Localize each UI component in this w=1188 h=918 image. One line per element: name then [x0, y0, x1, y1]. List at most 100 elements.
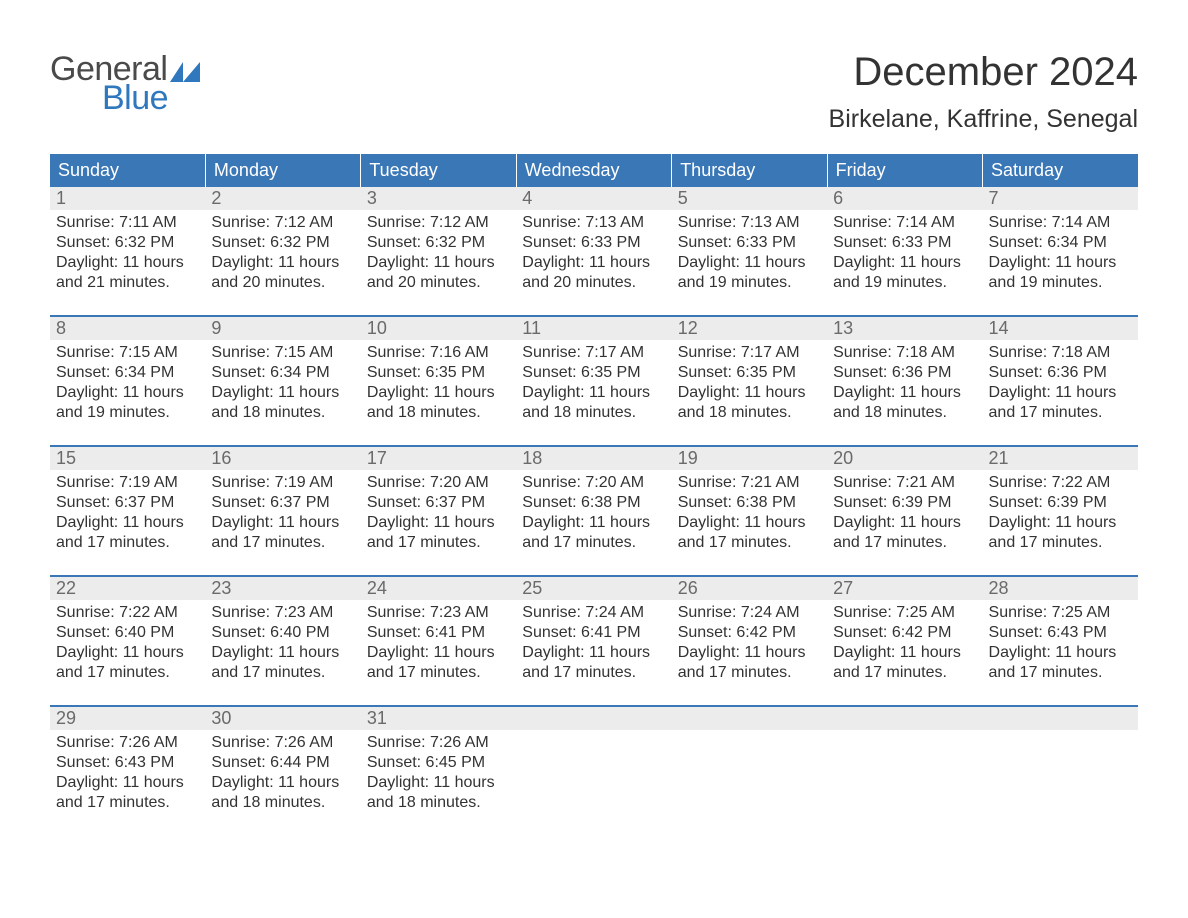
day-number-cell: 18 [516, 447, 671, 470]
sunrise-text: Sunrise: 7:18 AM [833, 343, 976, 363]
daylight-text: and 17 minutes. [211, 533, 354, 553]
sunset-text: Sunset: 6:37 PM [367, 493, 510, 513]
daylight-text: Daylight: 11 hours [211, 773, 354, 793]
sunrise-text: Sunrise: 7:25 AM [833, 603, 976, 623]
sunset-text: Sunset: 6:38 PM [522, 493, 665, 513]
brand-word-2: Blue [102, 79, 200, 118]
daylight-text: and 20 minutes. [522, 273, 665, 293]
day-cell: Sunrise: 7:24 AMSunset: 6:42 PMDaylight:… [672, 600, 827, 706]
sunrise-text: Sunrise: 7:20 AM [522, 473, 665, 493]
day-number-cell: 5 [672, 187, 827, 210]
daylight-text: and 17 minutes. [522, 663, 665, 683]
daylight-text: and 18 minutes. [211, 403, 354, 423]
sunset-text: Sunset: 6:45 PM [367, 753, 510, 773]
daylight-text: Daylight: 11 hours [989, 253, 1132, 273]
day-number-cell: 6 [827, 187, 982, 210]
weekday-header: Saturday [983, 154, 1138, 187]
day-number-cell [672, 707, 827, 730]
weekday-header: Wednesday [516, 154, 671, 187]
daylight-text: and 17 minutes. [678, 663, 821, 683]
daylight-text: Daylight: 11 hours [211, 253, 354, 273]
sunset-text: Sunset: 6:33 PM [678, 233, 821, 253]
calendar-table: Sunday Monday Tuesday Wednesday Thursday… [50, 154, 1138, 835]
sunrise-text: Sunrise: 7:16 AM [367, 343, 510, 363]
day-cell: Sunrise: 7:25 AMSunset: 6:43 PMDaylight:… [983, 600, 1138, 706]
day-number-cell: 11 [516, 317, 671, 340]
sunrise-text: Sunrise: 7:19 AM [211, 473, 354, 493]
day-number-cell: 15 [50, 447, 205, 470]
day-number-cell: 12 [672, 317, 827, 340]
day-number-cell: 24 [361, 577, 516, 600]
day-cell: Sunrise: 7:26 AMSunset: 6:44 PMDaylight:… [205, 730, 360, 835]
day-number-cell: 22 [50, 577, 205, 600]
daylight-text: and 17 minutes. [56, 663, 199, 683]
day-cell: Sunrise: 7:25 AMSunset: 6:42 PMDaylight:… [827, 600, 982, 706]
daylight-text: Daylight: 11 hours [56, 643, 199, 663]
day-cell: Sunrise: 7:22 AMSunset: 6:39 PMDaylight:… [983, 470, 1138, 576]
daylight-text: and 21 minutes. [56, 273, 199, 293]
sunrise-text: Sunrise: 7:14 AM [989, 213, 1132, 233]
day-number-cell: 20 [827, 447, 982, 470]
day-cell: Sunrise: 7:18 AMSunset: 6:36 PMDaylight:… [983, 340, 1138, 446]
day-cell: Sunrise: 7:24 AMSunset: 6:41 PMDaylight:… [516, 600, 671, 706]
sunset-text: Sunset: 6:39 PM [989, 493, 1132, 513]
sunset-text: Sunset: 6:36 PM [833, 363, 976, 383]
weekday-header: Monday [205, 154, 360, 187]
sunrise-text: Sunrise: 7:18 AM [989, 343, 1132, 363]
sunset-text: Sunset: 6:34 PM [211, 363, 354, 383]
day-body-row: Sunrise: 7:26 AM Sunset: 6:43 PM Daylight:… [50, 730, 1138, 835]
daylight-text: Daylight: 11 hours [367, 513, 510, 533]
day-number-cell: 31 [361, 707, 516, 730]
daylight-text: Daylight: 11 hours [522, 383, 665, 403]
sunset-text: Sunset: 6:33 PM [522, 233, 665, 253]
sunset-text: Sunset: 6:32 PM [56, 233, 199, 253]
day-cell: Sunrise: 7:21 AMSunset: 6:38 PMDaylight:… [672, 470, 827, 576]
day-number-cell [983, 707, 1138, 730]
sunset-text: Sunset: 6:37 PM [211, 493, 354, 513]
weekday-header: Friday [827, 154, 982, 187]
weekday-header: Sunday [50, 154, 205, 187]
day-number-cell: 13 [827, 317, 982, 340]
daylight-text: and 20 minutes. [211, 273, 354, 293]
day-number-cell: 25 [516, 577, 671, 600]
day-cell: Sunrise: 7:23 AMSunset: 6:41 PMDaylight:… [361, 600, 516, 706]
sunset-text: Sunset: 6:43 PM [56, 753, 199, 773]
day-number-cell: 17 [361, 447, 516, 470]
sunrise-text: Sunrise: 7:23 AM [211, 603, 354, 623]
day-number-cell [516, 707, 671, 730]
day-cell: Sunrise: 7:22 AMSunset: 6:40 PMDaylight:… [50, 600, 205, 706]
sunset-text: Sunset: 6:36 PM [989, 363, 1132, 383]
sunset-text: Sunset: 6:37 PM [56, 493, 199, 513]
daylight-text: and 17 minutes. [56, 533, 199, 553]
day-cell: Sunrise: 7:26 AMSunset: 6:45 PMDaylight:… [361, 730, 516, 835]
day-number-cell: 9 [205, 317, 360, 340]
sunrise-text: Sunrise: 7:12 AM [211, 213, 354, 233]
daylight-text: Daylight: 11 hours [56, 383, 199, 403]
day-number-cell: 3 [361, 187, 516, 210]
daylight-text: and 19 minutes. [678, 273, 821, 293]
daylight-text: and 19 minutes. [56, 403, 199, 423]
daylight-text: and 17 minutes. [989, 403, 1132, 423]
day-cell: Sunrise: 7:17 AMSunset: 6:35 PMDaylight:… [672, 340, 827, 446]
page-header: General Blue December 2024 Birkelane, Ka… [50, 50, 1138, 134]
day-number-row: 22232425262728 [50, 577, 1138, 600]
daylight-text: and 18 minutes. [367, 793, 510, 813]
daylight-text: Daylight: 11 hours [211, 513, 354, 533]
sunrise-text: Sunrise: 7:13 AM [522, 213, 665, 233]
daylight-text: Daylight: 11 hours [56, 513, 199, 533]
daylight-text: Daylight: 11 hours [678, 253, 821, 273]
daylight-text: and 18 minutes. [211, 793, 354, 813]
day-cell: Sunrise: 7:19 AMSunset: 6:37 PMDaylight:… [205, 470, 360, 576]
daylight-text: and 17 minutes. [367, 533, 510, 553]
daylight-text: and 17 minutes. [833, 533, 976, 553]
sunrise-text: Sunrise: 7:25 AM [989, 603, 1132, 623]
sunrise-text: Sunrise: 7:15 AM [56, 343, 199, 363]
day-number-row: 15161718192021 [50, 447, 1138, 470]
sunset-text: Sunset: 6:34 PM [56, 363, 199, 383]
sunrise-text: Sunrise: 7:24 AM [678, 603, 821, 623]
weekday-header-row: Sunday Monday Tuesday Wednesday Thursday… [50, 154, 1138, 187]
sunrise-text: Sunrise: 7:14 AM [833, 213, 976, 233]
sunrise-text: Sunrise: 7:26 AM [367, 733, 510, 753]
daylight-text: Daylight: 11 hours [989, 513, 1132, 533]
day-number-cell: 4 [516, 187, 671, 210]
